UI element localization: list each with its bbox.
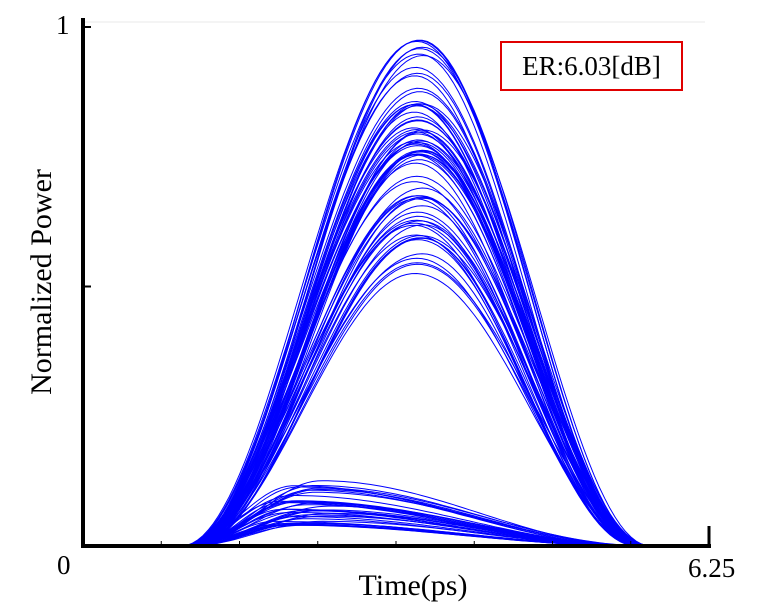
mark-trace <box>83 66 709 547</box>
mark-trace <box>83 162 709 547</box>
mark-trace <box>83 129 709 547</box>
mark-trace <box>83 39 709 547</box>
mark-trace <box>83 111 709 547</box>
mark-trace <box>83 120 709 547</box>
mark-trace <box>83 154 709 547</box>
mark-trace <box>83 46 709 547</box>
extinction-ratio-annotation: ER:6.03[dB] <box>500 41 683 91</box>
extinction-ratio-text: ER:6.03[dB] <box>522 50 661 81</box>
x-tick-label-end: 6.25 <box>688 553 736 583</box>
mark-trace <box>83 140 709 547</box>
mark-trace <box>83 139 709 547</box>
y-tick-label-zero: 0 <box>57 550 71 580</box>
mark-trace <box>83 133 709 547</box>
mark-trace <box>83 153 709 547</box>
mark-trace <box>83 127 709 547</box>
mark-trace <box>83 75 709 547</box>
mark-trace <box>83 262 709 547</box>
mark-trace <box>83 215 709 547</box>
mark-trace <box>83 154 709 547</box>
mark-trace <box>83 48 709 547</box>
mark-trace <box>83 187 709 547</box>
mark-trace <box>83 150 709 547</box>
y-tick-label-top: 1 <box>56 10 70 40</box>
mark-trace <box>83 131 709 547</box>
mark-trace <box>83 205 709 547</box>
mark-trace <box>83 175 709 547</box>
waveform-traces <box>83 39 709 547</box>
mark-trace <box>83 151 709 547</box>
mark-trace <box>83 131 709 547</box>
mark-trace <box>83 105 709 547</box>
mark-trace <box>83 181 709 547</box>
mark-trace <box>83 53 709 547</box>
x-axis-label: Time(ps) <box>358 569 468 602</box>
mark-trace <box>83 253 709 547</box>
mark-trace <box>83 91 709 547</box>
mark-trace <box>83 104 709 547</box>
mark-trace <box>83 257 709 547</box>
mark-trace <box>83 263 709 547</box>
mark-trace <box>83 87 709 547</box>
mark-trace <box>83 159 709 547</box>
mark-trace <box>83 150 709 547</box>
axes <box>81 18 711 548</box>
mark-trace <box>83 149 709 547</box>
y-axis-label: Normalized Power <box>25 169 58 395</box>
mark-trace <box>83 116 709 547</box>
mark-trace <box>83 128 709 547</box>
mark-trace <box>83 154 709 547</box>
mark-trace <box>83 100 709 547</box>
